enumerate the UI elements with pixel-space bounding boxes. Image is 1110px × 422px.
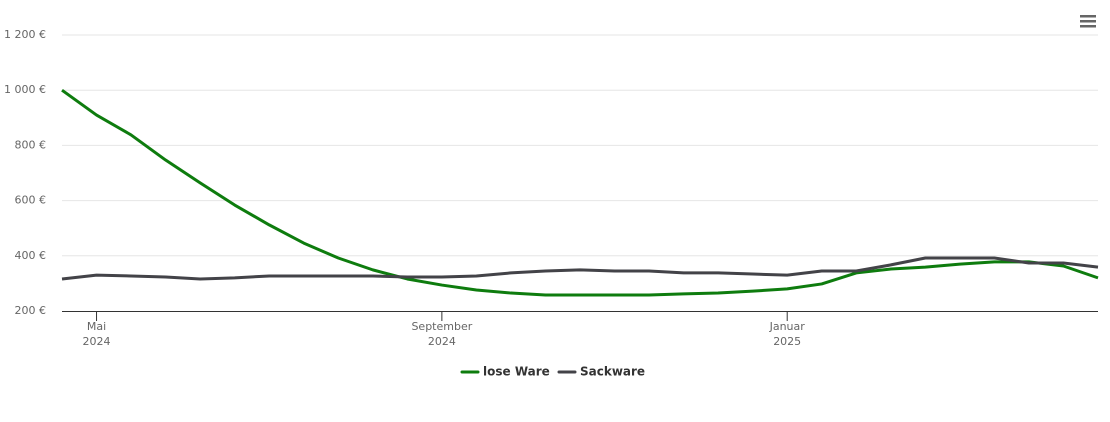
y-tick-label: 400 € bbox=[15, 249, 47, 262]
legend-item[interactable]: Sackware bbox=[557, 365, 645, 379]
menu-icon-bar bbox=[1080, 25, 1096, 28]
legend-label: Sackware bbox=[580, 365, 645, 379]
x-tick-label: September 2024 bbox=[411, 320, 473, 348]
legend-item[interactable]: lose Ware bbox=[460, 365, 550, 379]
x-tick-label: Januar 2025 bbox=[769, 320, 805, 348]
series-line bbox=[61, 256, 1099, 281]
y-tick-label: 200 € bbox=[15, 304, 47, 317]
menu-icon-bar bbox=[1080, 15, 1096, 18]
menu-icon-bar bbox=[1080, 20, 1096, 23]
x-tick-label: Mai 2024 bbox=[82, 320, 111, 348]
legend-label: lose Ware bbox=[483, 365, 550, 379]
y-tick-label: 1 200 € bbox=[4, 28, 46, 41]
series-line bbox=[61, 88, 1099, 297]
y-tick-label: 600 € bbox=[15, 194, 47, 207]
y-tick-label: 1 000 € bbox=[4, 83, 46, 96]
menu-button[interactable] bbox=[1080, 15, 1096, 28]
y-tick-label: 800 € bbox=[15, 138, 47, 151]
